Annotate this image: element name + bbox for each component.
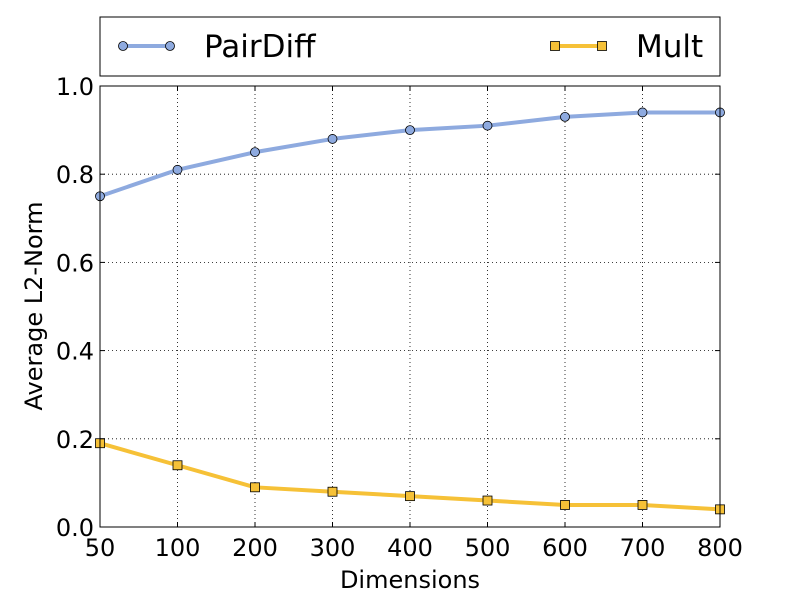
point-pairdiff-700 [637,107,648,118]
x-tick-label-400: 400 [387,534,433,562]
point-mult-100 [172,460,183,471]
x-tick-label-600: 600 [542,534,588,562]
legend-entry-mult: Mult [550,29,703,65]
point-mult-600 [560,500,570,510]
legend-entry-pairdiff: PairDiff [118,29,316,65]
y-tick-labels: 0.0 0.2 0.4 0.6 0.8 1.0 [56,73,94,542]
gridlines [100,86,720,527]
series-points [95,107,725,515]
legend-box [99,16,721,77]
legend-marker-mult-left [550,41,560,51]
y-tick-label-0.6: 0.6 [56,249,94,277]
y-axis-label: Average L2-Norm [20,202,48,411]
x-tick-label-700: 700 [620,534,666,562]
y-tick-label-0.0: 0.0 [56,514,94,542]
x-tick-label-200: 200 [232,534,278,562]
legend-marker-pairdiff-right [165,41,175,51]
plot-area [95,85,725,528]
legend-label-pairdiff: PairDiff [204,29,316,65]
point-mult-700 [637,500,648,510]
tick-marks [99,85,721,528]
point-mult-500 [482,495,493,506]
y-tick-label-0.2: 0.2 [56,426,94,454]
x-tick-labels: 50 100 200 300 400 500 600 700 800 [85,534,743,562]
point-pairdiff-200 [250,147,260,158]
x-tick-label-500: 500 [465,534,511,562]
point-pairdiff-600 [560,111,570,122]
y-tick-label-0.4: 0.4 [56,338,94,366]
x-tick-label-800: 800 [697,534,743,562]
legend-marker-mult-right [597,41,607,51]
point-mult-300 [327,486,338,497]
point-pairdiff-300 [327,134,338,144]
x-tick-label-300: 300 [310,534,356,562]
legend-marker-pairdiff-left [118,41,128,51]
legend-label-mult: Mult [636,29,703,65]
y-tick-label-0.8: 0.8 [56,161,94,189]
point-mult-400 [405,491,415,502]
point-pairdiff-100 [172,164,183,175]
x-tick-label-100: 100 [155,534,201,562]
y-tick-label-1.0: 1.0 [56,73,94,101]
legend: PairDiff Mult [99,16,721,77]
point-pairdiff-500 [482,120,493,131]
point-pairdiff-400 [405,125,415,136]
x-tick-label-50: 50 [85,534,116,562]
point-mult-200 [250,482,260,493]
x-axis-label: Dimensions [340,566,480,594]
